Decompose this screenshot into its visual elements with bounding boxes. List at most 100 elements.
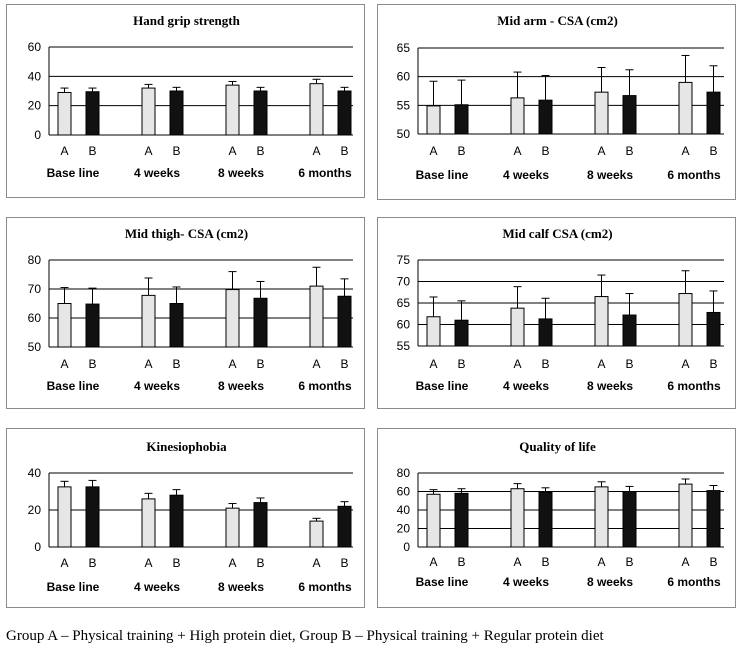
group-label-a: A <box>60 556 68 570</box>
group-label-b: B <box>340 357 348 371</box>
group-label-b: B <box>541 357 549 371</box>
group-label-a: A <box>681 144 689 158</box>
period-label: 8 weeks <box>587 575 633 589</box>
bar-group-a <box>678 293 693 347</box>
bar-group-a <box>141 294 156 348</box>
bar-group-b <box>622 95 637 135</box>
y-tick-label: 70 <box>28 282 42 296</box>
period-label: 6 months <box>298 166 352 180</box>
bar-group-a <box>678 483 693 548</box>
group-label-b: B <box>709 555 717 569</box>
group-label-a: A <box>312 144 320 158</box>
period-label: Base line <box>416 575 469 589</box>
group-label-b: B <box>88 556 96 570</box>
bar-group-b <box>253 90 268 136</box>
group-label-b: B <box>172 144 180 158</box>
period-label: Base line <box>47 379 100 393</box>
bar-group-b <box>538 99 553 135</box>
group-label-a: A <box>597 555 605 569</box>
group-label-b: B <box>340 144 348 158</box>
bar-group-b <box>169 90 184 136</box>
group-label-a: A <box>429 144 437 158</box>
bar-group-b <box>85 91 100 136</box>
period-label: 6 months <box>667 575 721 589</box>
group-label-b: B <box>340 556 348 570</box>
period-label: Base line <box>47 166 100 180</box>
bar-group-a <box>309 83 324 136</box>
group-label-b: B <box>256 357 264 371</box>
group-label-b: B <box>172 357 180 371</box>
bar-group-b <box>538 491 553 548</box>
group-label-b: B <box>709 357 717 371</box>
group-label-a: A <box>144 556 152 570</box>
bar-group-a <box>57 303 72 348</box>
y-tick-label: 50 <box>28 340 42 354</box>
group-label-a: A <box>681 555 689 569</box>
y-tick-label: 50 <box>397 127 411 141</box>
y-tick-label: 20 <box>28 503 42 517</box>
bar-group-a <box>594 296 609 347</box>
group-label-b: B <box>541 144 549 158</box>
group-label-b: B <box>457 144 465 158</box>
group-label-a: A <box>312 556 320 570</box>
period-label: 6 months <box>667 168 721 182</box>
chart-mid-arm: Mid arm - CSA (cm2) 50 55 60 65 A B Base line A B… <box>397 13 724 182</box>
bar-group-a <box>57 91 72 136</box>
chart-title: Quality of life <box>519 439 596 454</box>
bar-group-b <box>337 90 352 136</box>
y-tick-label: 60 <box>28 40 42 54</box>
period-label: Base line <box>416 379 469 393</box>
y-tick-label: 60 <box>28 311 42 325</box>
y-tick-label: 0 <box>403 540 410 554</box>
bar-group-b <box>454 319 469 347</box>
period-label: 4 weeks <box>134 166 180 180</box>
bar-group-b <box>454 104 469 135</box>
y-tick-label: 40 <box>28 69 42 83</box>
y-tick-label: 60 <box>397 318 411 332</box>
bar-group-a <box>57 486 72 548</box>
y-tick-label: 80 <box>28 253 42 267</box>
y-tick-label: 65 <box>397 41 411 55</box>
period-label: 6 months <box>298 379 352 393</box>
y-tick-label: 20 <box>28 99 42 113</box>
group-label-b: B <box>541 555 549 569</box>
group-label-b: B <box>457 357 465 371</box>
chart-mid-calf: Mid calf CSA (cm2) 55 60 65 70 75 A B Base line A… <box>397 226 724 393</box>
y-tick-label: 60 <box>397 485 411 499</box>
chart-title: Mid arm - CSA (cm2) <box>497 13 618 28</box>
bar-group-b <box>622 491 637 548</box>
y-tick-label: 55 <box>397 339 411 353</box>
chart-panel-quality-of-life: Quality of life 0 20 40 60 80 A B Base line A B 4 w… <box>377 428 736 608</box>
chart-mid-thigh: Mid thigh- CSA (cm2) 50 60 70 80 A B Base line A… <box>28 226 353 393</box>
bar-group-a <box>426 105 441 135</box>
period-label: 8 weeks <box>587 379 633 393</box>
period-label: 8 weeks <box>587 168 633 182</box>
bar-group-b <box>253 297 268 348</box>
chart-title: Kinesiophobia <box>146 439 227 454</box>
period-label: Base line <box>47 580 100 594</box>
group-label-b: B <box>625 144 633 158</box>
group-label-a: A <box>228 357 236 371</box>
group-label-a: A <box>312 357 320 371</box>
group-label-b: B <box>172 556 180 570</box>
bar-group-b <box>253 502 268 548</box>
group-label-a: A <box>228 556 236 570</box>
y-tick-label: 0 <box>34 128 41 142</box>
group-label-b: B <box>256 144 264 158</box>
group-label-a: A <box>597 357 605 371</box>
period-label: Base line <box>416 168 469 182</box>
y-tick-label: 0 <box>34 540 41 554</box>
group-label-a: A <box>228 144 236 158</box>
bar-group-b <box>706 91 721 135</box>
y-tick-label: 65 <box>397 296 411 310</box>
chart-hand-grip: Hand grip strength 0 20 40 60 A B Base line A B 4 … <box>28 13 353 180</box>
bar-group-a <box>510 488 525 548</box>
period-label: 8 weeks <box>218 166 264 180</box>
group-label-a: A <box>513 357 521 371</box>
bar-group-b <box>454 492 469 548</box>
y-tick-label: 80 <box>397 466 411 480</box>
bar-group-a <box>141 87 156 136</box>
y-tick-label: 20 <box>397 522 411 536</box>
chart-title: Mid calf CSA (cm2) <box>502 226 612 241</box>
bar-group-a <box>510 307 525 347</box>
